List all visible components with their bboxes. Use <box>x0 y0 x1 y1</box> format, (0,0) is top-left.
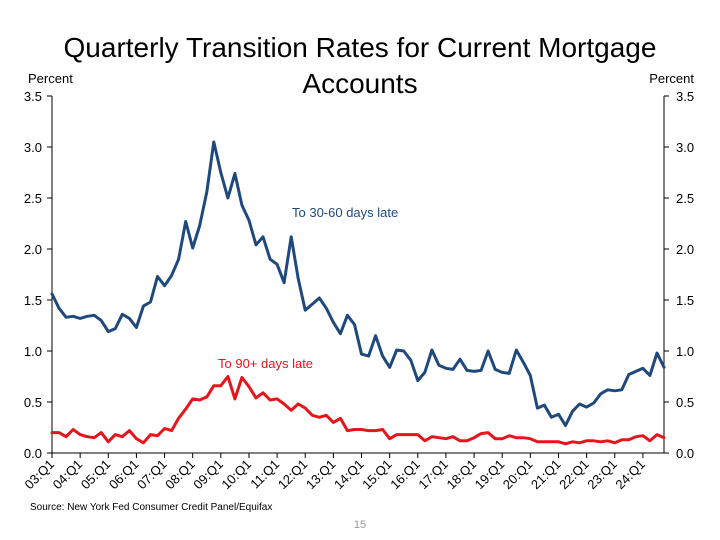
series-line-30-60 <box>50 140 666 427</box>
x-tick-label: 19:Q1 <box>472 457 508 493</box>
right-y-tick-label: 3.5 <box>676 89 694 104</box>
chart-title: Quarterly Transition Rates for Current M… <box>63 32 657 99</box>
right-y-tick-label: 3.0 <box>676 140 694 155</box>
right-y-tick-label: 0.0 <box>676 446 694 461</box>
x-axis: 03:Q104:Q105:Q106:Q107:Q108:Q109:Q110:Q1… <box>21 453 648 492</box>
left-y-tick-label: 3.0 <box>24 140 42 155</box>
x-tick-label: 20:Q1 <box>500 457 536 493</box>
series-group <box>50 140 666 446</box>
x-tick-label: 22:Q1 <box>556 457 592 493</box>
left-y-tick-label: 0.5 <box>24 395 42 410</box>
left-y-tick-label: 0.0 <box>24 446 42 461</box>
left-y-tick-label: 1.5 <box>24 293 42 308</box>
x-tick-label: 15:Q1 <box>359 457 395 493</box>
left-y-tick-label: 2.5 <box>24 191 42 206</box>
right-y-tick-label: 2.5 <box>676 191 694 206</box>
x-tick-label: 09:Q1 <box>190 457 226 493</box>
x-tick-label: 14:Q1 <box>331 457 367 493</box>
x-tick-label: 13:Q1 <box>303 457 339 493</box>
right-y-axis: 0.0 0.5 1.0 1.5 2.0 2.5 3.0 3.5 <box>664 89 694 461</box>
right-axis-unit: Percent <box>649 71 694 86</box>
x-tick-label: 07:Q1 <box>134 457 170 493</box>
x-tick-label: 08:Q1 <box>162 457 198 493</box>
left-y-axis: 0.0 0.5 1.0 1.5 2.0 2.5 3.0 3.5 <box>24 89 52 461</box>
right-y-tick-label: 0.5 <box>676 395 694 410</box>
left-y-tick-label: 1.0 <box>24 344 42 359</box>
x-tick-label: 18:Q1 <box>444 457 480 493</box>
x-tick-label: 10:Q1 <box>218 457 254 493</box>
left-y-tick-label: 3.5 <box>24 89 42 104</box>
x-tick-label: 17:Q1 <box>415 457 451 493</box>
source-note: Source: New York Fed Consumer Credit Pan… <box>30 502 273 513</box>
x-tick-label: 21:Q1 <box>528 457 564 493</box>
x-tick-label: 23:Q1 <box>584 457 620 493</box>
series-label-30-60: To 30-60 days late <box>292 205 398 220</box>
left-axis-unit: Percent <box>28 71 73 86</box>
left-y-tick-label: 2.0 <box>24 242 42 257</box>
x-tick-label: 05:Q1 <box>78 457 114 493</box>
right-y-tick-label: 2.0 <box>676 242 694 257</box>
x-tick-label: 11:Q1 <box>247 457 282 492</box>
series-label-90plus: To 90+ days late <box>218 356 313 371</box>
right-y-tick-label: 1.5 <box>676 293 694 308</box>
x-tick-label: 12:Q1 <box>275 457 311 493</box>
axes-frame <box>51 96 665 454</box>
series-line-90plus <box>50 375 666 446</box>
x-tick-label: 24:Q1 <box>612 457 648 493</box>
x-tick-label: 03:Q1 <box>21 457 57 493</box>
right-y-tick-label: 1.0 <box>676 344 694 359</box>
x-tick-label: 06:Q1 <box>106 457 142 493</box>
page-number: 15 <box>353 519 367 531</box>
x-tick-label: 04:Q1 <box>50 457 86 493</box>
x-tick-label: 16:Q1 <box>387 457 423 493</box>
